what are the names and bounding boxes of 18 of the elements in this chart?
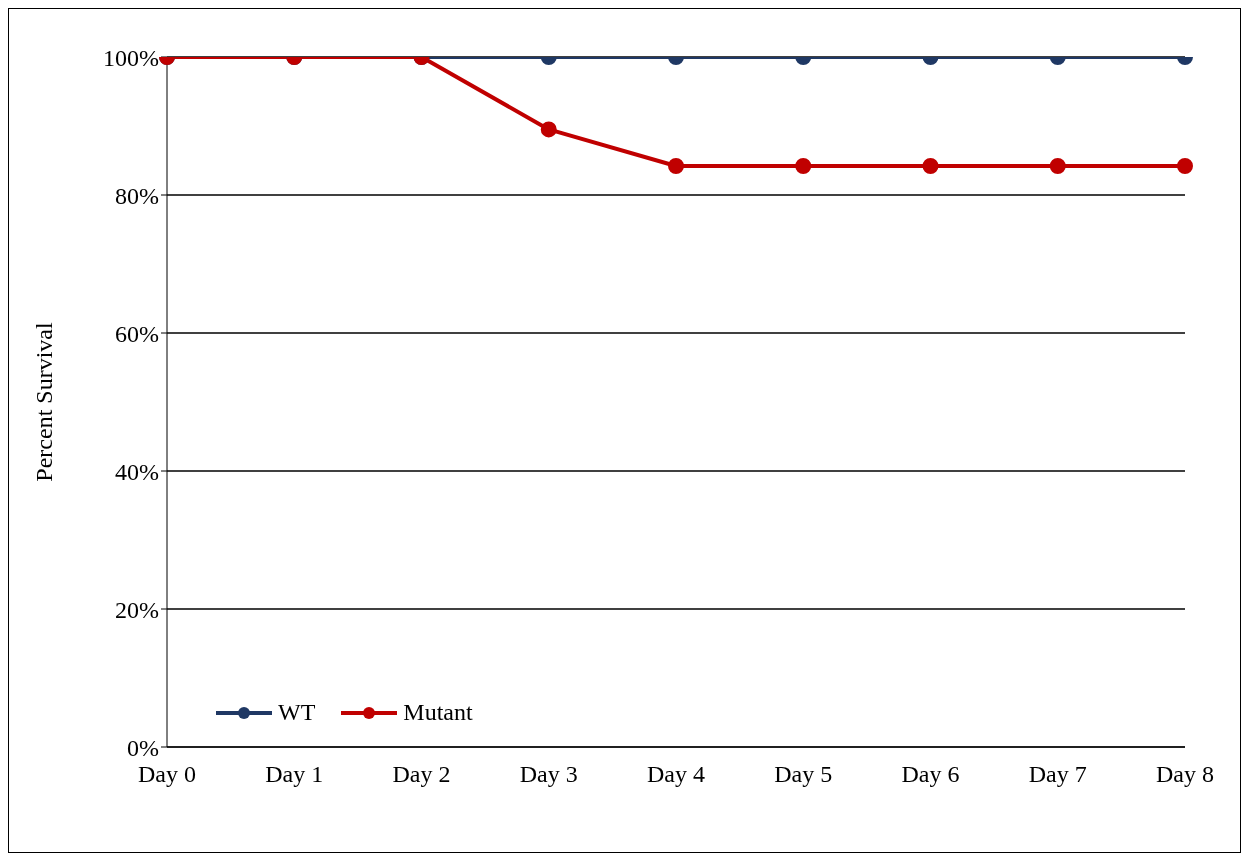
x-tick-label: Day 2 — [392, 761, 451, 788]
x-tick-label: Day 1 — [265, 761, 324, 788]
y-tick-label: 40% — [115, 458, 159, 485]
x-tick-label: Day 3 — [519, 761, 578, 788]
x-tick-label: Day 8 — [1156, 761, 1214, 788]
x-tick-label: Day 5 — [774, 761, 833, 788]
y-tick-label: 80% — [115, 182, 159, 209]
y-tick-label: 100% — [103, 44, 159, 71]
legend-label: Mutant — [403, 699, 473, 726]
x-tick-label: Day 4 — [647, 761, 705, 788]
legend-label: WT — [278, 699, 316, 726]
y-tick-label: 0% — [127, 734, 159, 761]
x-tick-label: Day 7 — [1028, 761, 1087, 788]
y-axis-title: Percent Survival — [30, 322, 57, 482]
x-tick-label: Day 0 — [138, 761, 196, 788]
x-tick-label: Day 6 — [901, 761, 960, 788]
y-tick-label: 20% — [115, 596, 159, 623]
y-tick-label: 60% — [115, 320, 159, 347]
